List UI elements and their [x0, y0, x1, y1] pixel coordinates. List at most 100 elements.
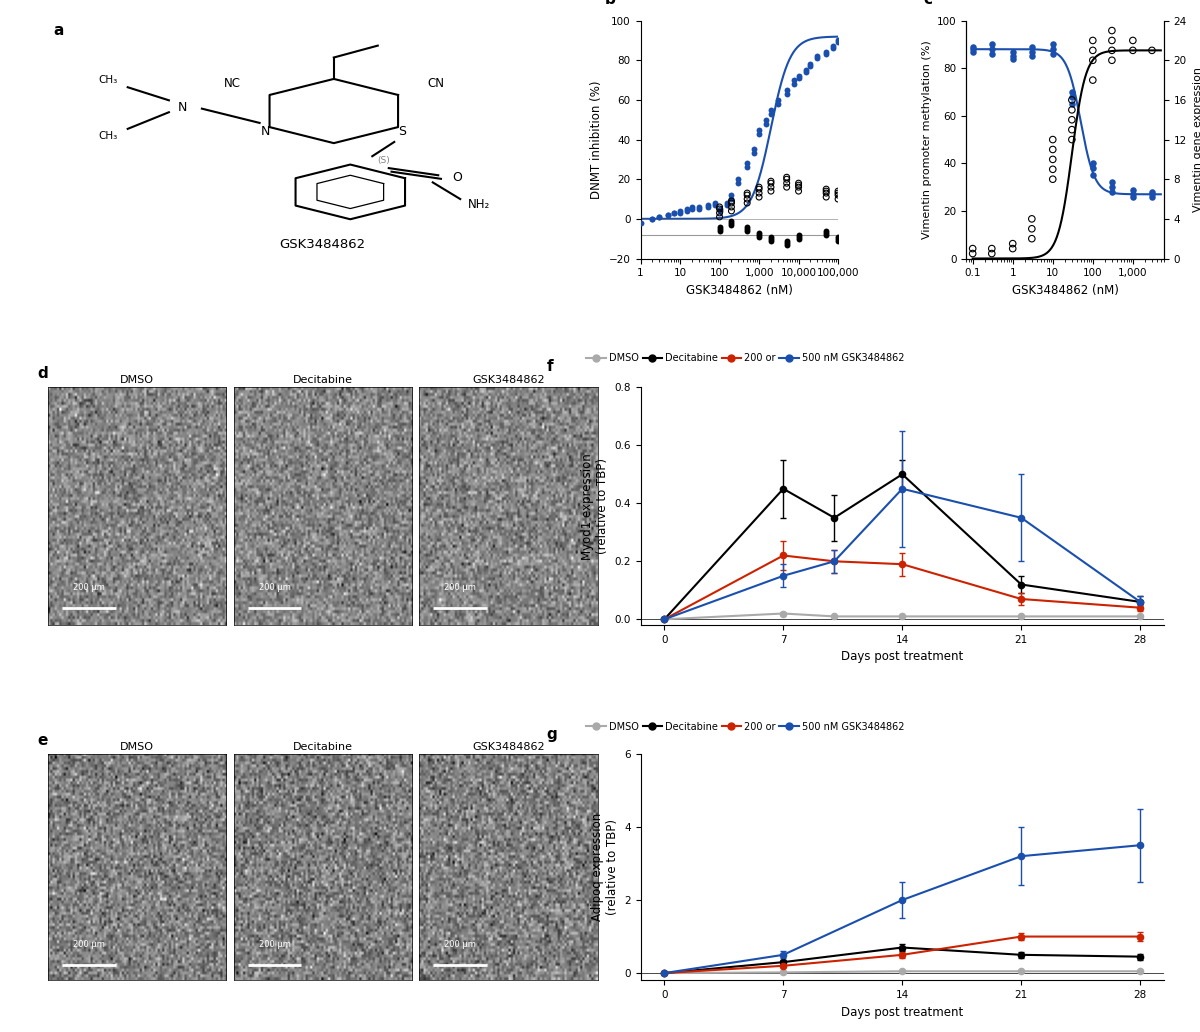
Title: Decitabine: Decitabine — [293, 742, 353, 751]
Point — [828, 228, 847, 245]
Point — [716, 195, 736, 212]
Point — [1103, 23, 1122, 39]
Title: GSK3484862: GSK3484862 — [472, 742, 545, 751]
X-axis label: Days post treatment: Days post treatment — [841, 1005, 964, 1019]
Point — [816, 189, 835, 205]
Point — [710, 221, 730, 237]
Point — [689, 200, 708, 217]
Point — [816, 225, 835, 241]
Text: O: O — [452, 171, 462, 184]
Point — [1003, 235, 1022, 252]
Point — [744, 146, 763, 162]
Title: DMSO: DMSO — [120, 375, 155, 385]
Point — [768, 92, 787, 108]
Point — [631, 215, 650, 231]
Point — [1043, 171, 1062, 188]
Point — [1123, 186, 1142, 202]
Point — [1043, 141, 1062, 158]
Point — [750, 179, 769, 195]
Point — [1022, 211, 1042, 227]
Point — [788, 230, 808, 247]
Y-axis label: Vimentin promoter methylation (%): Vimentin promoter methylation (%) — [922, 40, 931, 239]
Point — [1062, 101, 1081, 118]
Point — [778, 82, 797, 98]
Point — [1084, 160, 1103, 176]
Point — [1084, 42, 1103, 59]
Text: 200 μm: 200 μm — [444, 940, 476, 948]
Point — [710, 204, 730, 221]
Point — [649, 208, 668, 225]
Point — [683, 200, 702, 217]
Text: f: f — [546, 359, 553, 374]
Point — [1142, 189, 1162, 205]
X-axis label: GSK3484862 (nM): GSK3484862 (nM) — [1012, 284, 1118, 297]
Point — [788, 70, 808, 87]
Point — [982, 36, 1001, 53]
Point — [738, 195, 757, 212]
Point — [678, 202, 697, 219]
Point — [761, 183, 780, 199]
Text: (S): (S) — [377, 157, 390, 165]
Point — [659, 206, 678, 223]
Point — [1123, 182, 1142, 198]
Point — [788, 175, 808, 192]
Text: g: g — [546, 727, 557, 742]
Point — [828, 32, 847, 49]
Point — [1062, 92, 1081, 108]
Point — [778, 169, 797, 186]
Point — [706, 195, 725, 212]
Point — [643, 211, 662, 227]
Point — [778, 171, 797, 188]
Point — [1043, 41, 1062, 58]
Point — [808, 50, 827, 66]
Y-axis label: Vimentin gene expression
(fold induction): Vimentin gene expression (fold induction… — [1193, 67, 1200, 212]
Point — [1103, 32, 1122, 49]
Point — [1103, 42, 1122, 59]
Point — [1123, 32, 1142, 49]
Point — [750, 125, 769, 141]
Point — [1084, 167, 1103, 184]
Point — [982, 240, 1001, 257]
Point — [738, 219, 757, 235]
Point — [716, 197, 736, 214]
Point — [828, 185, 847, 201]
Point — [1022, 43, 1042, 60]
Point — [761, 105, 780, 122]
Point — [816, 226, 835, 243]
Title: GSK3484862: GSK3484862 — [472, 375, 545, 385]
Point — [738, 223, 757, 239]
Point — [1103, 52, 1122, 68]
Point — [982, 41, 1001, 58]
Point — [964, 240, 983, 257]
Point — [761, 179, 780, 195]
Point — [678, 200, 697, 217]
Text: c: c — [923, 0, 932, 7]
Point — [1022, 221, 1042, 237]
Point — [738, 159, 757, 175]
Point — [788, 228, 808, 245]
Point — [659, 206, 678, 223]
Point — [756, 116, 775, 132]
Point — [1043, 36, 1062, 53]
Legend: DNA methylation, Gene expression: DNA methylation, Gene expression — [948, 0, 1187, 1]
Point — [778, 175, 797, 192]
Point — [816, 46, 835, 63]
Text: N: N — [260, 125, 270, 137]
Point — [738, 191, 757, 207]
Point — [1003, 51, 1022, 67]
Point — [722, 202, 742, 219]
Point — [756, 111, 775, 128]
Point — [1022, 230, 1042, 247]
Point — [761, 173, 780, 190]
Point — [784, 72, 803, 89]
Point — [738, 221, 757, 237]
Point — [706, 197, 725, 214]
Point — [778, 86, 797, 102]
Point — [788, 179, 808, 195]
Point — [750, 181, 769, 197]
Point — [1003, 240, 1022, 257]
Text: CN: CN — [427, 77, 444, 90]
Point — [828, 232, 847, 249]
Point — [1043, 131, 1062, 148]
Point — [710, 199, 730, 216]
